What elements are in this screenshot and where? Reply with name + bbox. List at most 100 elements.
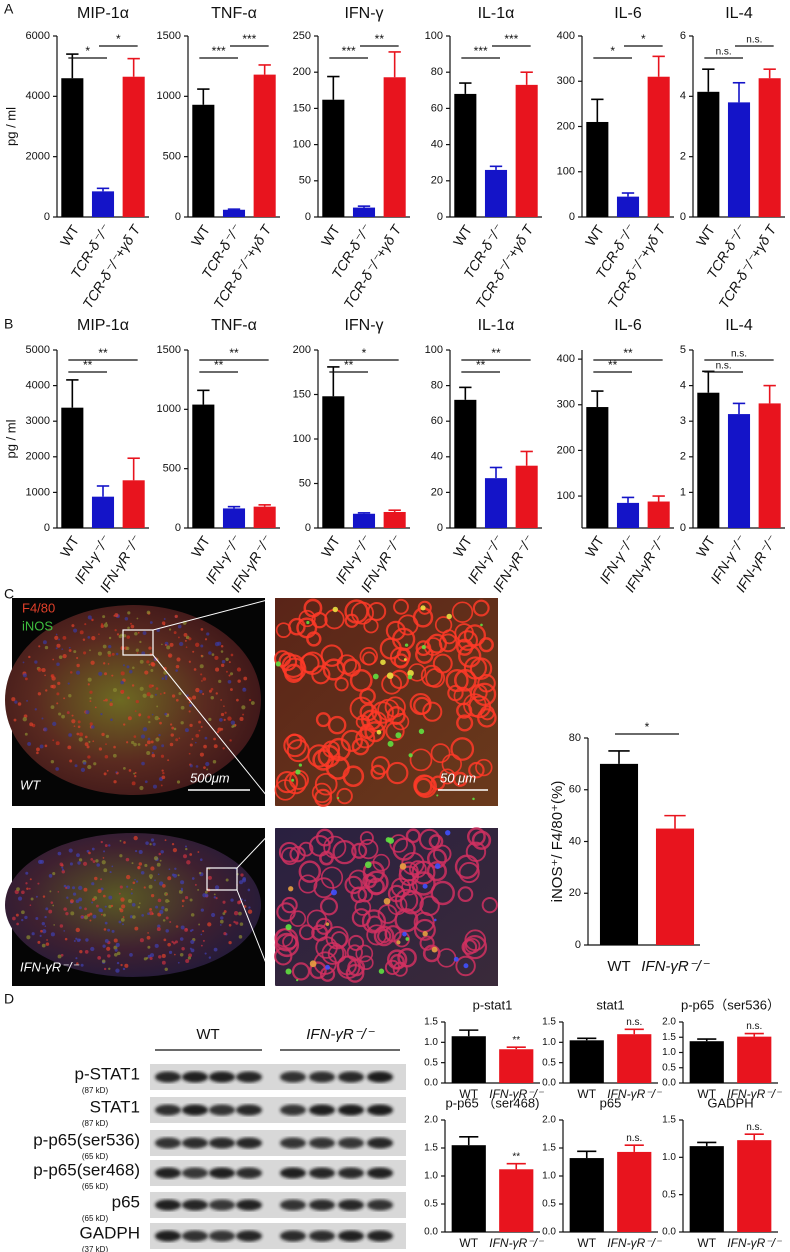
bar [599, 763, 639, 945]
cell [76, 962, 79, 965]
cell [417, 600, 432, 615]
cell [141, 761, 145, 766]
cell [453, 956, 459, 962]
cell [184, 845, 187, 848]
bar [253, 506, 276, 528]
cell [97, 651, 102, 656]
cell [357, 886, 374, 903]
cell [169, 920, 172, 923]
cell [298, 860, 322, 883]
cell [56, 692, 60, 696]
cell [336, 654, 357, 675]
cell [409, 748, 433, 772]
cell [169, 642, 174, 647]
cell [306, 620, 310, 625]
cell [165, 929, 169, 933]
cell [396, 940, 401, 945]
cell [309, 961, 327, 980]
x-tick-label: WT [188, 222, 213, 249]
cell [50, 705, 55, 709]
cell [52, 658, 55, 661]
blot-size: (65 kD) [82, 1182, 109, 1191]
cell [144, 743, 148, 747]
cell [109, 871, 112, 874]
cell [188, 701, 191, 704]
cell [175, 925, 179, 928]
cell [327, 944, 347, 964]
blot-band [155, 1199, 181, 1211]
cell [142, 693, 147, 698]
cell [327, 715, 347, 735]
cell [37, 940, 41, 944]
cell [469, 657, 493, 680]
cell [115, 652, 119, 656]
cell [228, 674, 231, 677]
cell [151, 713, 154, 716]
western-blot: WT IFN-γR⁻/⁻ p-STAT1 (87 kD) STAT1 (87 kD) p… [33, 1026, 406, 1252]
cell [160, 850, 164, 854]
cell [17, 702, 22, 706]
cell [141, 651, 146, 656]
cell [103, 850, 106, 853]
cell [24, 915, 28, 920]
cell [241, 705, 246, 710]
y-tick-label: 500 [163, 151, 181, 163]
cell [172, 848, 178, 853]
cell [104, 921, 108, 925]
cell [212, 760, 217, 764]
bar [451, 1036, 486, 1083]
significance: ** [512, 1151, 520, 1162]
cell [100, 623, 104, 626]
cell [384, 925, 402, 943]
cell [62, 653, 67, 659]
cell [370, 764, 386, 780]
cell [101, 959, 106, 963]
bar [322, 99, 345, 217]
bar [647, 76, 670, 217]
cell [464, 937, 481, 954]
bar [737, 1140, 772, 1232]
blot-band [155, 1104, 181, 1116]
cell [84, 950, 89, 954]
cell [175, 698, 179, 702]
y-tick-label: 300 [557, 75, 575, 87]
cell [189, 723, 193, 728]
cell [364, 721, 386, 743]
cell [313, 877, 335, 899]
x-tick-label: IFN-γR⁻/⁻ [727, 1087, 783, 1101]
bar [499, 1049, 534, 1083]
cell [407, 669, 414, 677]
cell [230, 898, 234, 902]
cell [100, 840, 103, 844]
cell [139, 785, 144, 791]
cell [154, 693, 157, 696]
x-tick-label: WT [697, 1236, 716, 1250]
x-tick-label: WT [450, 222, 475, 249]
cell [54, 635, 59, 640]
bar [689, 1146, 724, 1232]
cell [278, 841, 300, 863]
cell [472, 599, 490, 617]
cell [359, 955, 374, 970]
cell [148, 684, 153, 689]
cell [97, 956, 102, 960]
cell [45, 907, 49, 911]
cell [215, 897, 218, 900]
cell [202, 930, 205, 933]
y-tick-label: 1.5 [424, 1017, 438, 1028]
bar [222, 209, 246, 217]
cell [102, 913, 106, 917]
cell [151, 684, 154, 687]
cell [237, 900, 241, 905]
blot-band [309, 1137, 335, 1149]
cell [385, 721, 405, 741]
cell [359, 831, 374, 846]
cell [275, 770, 299, 794]
cell [233, 911, 239, 916]
blot-band [367, 1137, 393, 1149]
cell [65, 886, 68, 889]
x-tick-label: WT [318, 533, 343, 560]
cell [180, 705, 185, 710]
y-tick-label: 0.5 [424, 1057, 438, 1068]
blot-band [236, 1104, 262, 1116]
